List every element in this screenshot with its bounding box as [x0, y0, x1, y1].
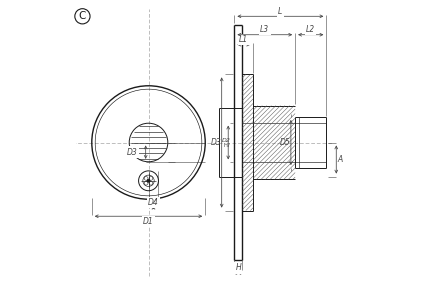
Text: D3: D3 — [127, 148, 138, 157]
Text: D1: D1 — [143, 217, 154, 226]
Text: L: L — [278, 7, 283, 16]
Text: C: C — [79, 11, 86, 21]
Text: A: A — [338, 155, 343, 164]
Text: L1: L1 — [239, 35, 249, 44]
Text: D5: D5 — [280, 138, 290, 147]
Text: L3: L3 — [260, 25, 269, 34]
Circle shape — [147, 179, 150, 182]
Text: H7: H7 — [224, 142, 231, 148]
Text: H: H — [235, 263, 241, 272]
Text: D2: D2 — [221, 137, 230, 142]
Text: D4: D4 — [148, 198, 159, 207]
Text: L2: L2 — [306, 25, 315, 34]
Text: D3: D3 — [211, 138, 222, 147]
